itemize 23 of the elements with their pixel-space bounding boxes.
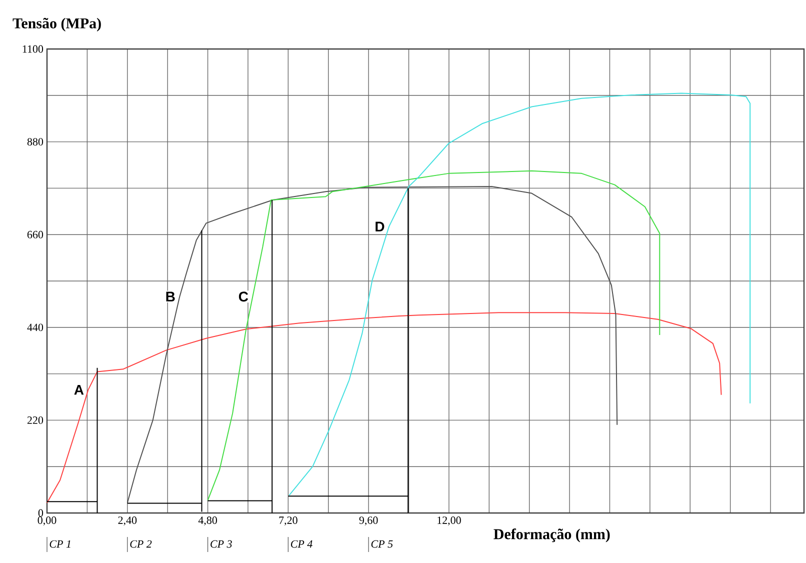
y-tick-label: 0 <box>38 509 44 517</box>
x-tick-label: 4,80 <box>198 516 217 526</box>
text: CP 1 <box>50 540 70 548</box>
y-tick-label: 220 <box>27 416 44 424</box>
series-label: D <box>376 222 384 232</box>
x-axis-title: Deformação (mm) <box>494 528 610 542</box>
x-tick-label: 2,40 <box>118 516 137 526</box>
text: CP 4 <box>290 540 312 548</box>
y-tick-label: 1100 <box>22 45 44 53</box>
y-axis-title: Tensão (MPa) <box>12 18 101 32</box>
x-tick-label: 7,20 <box>279 516 298 526</box>
y-tick-label: 440 <box>27 324 44 332</box>
series-label: B <box>166 292 175 302</box>
y-tick-label: 880 <box>27 138 44 146</box>
x-tick-label: 12,00 <box>438 516 461 526</box>
text: CP 5 <box>371 540 393 548</box>
text: CP 2 <box>130 540 152 548</box>
text: CP 3 <box>210 540 232 548</box>
series-label: A <box>74 385 84 395</box>
x-tick-label: 0,00 <box>38 516 56 526</box>
x-tick-label: 9,60 <box>359 516 378 526</box>
series-label: C <box>238 292 248 302</box>
y-tick-label: 660 <box>27 230 44 238</box>
